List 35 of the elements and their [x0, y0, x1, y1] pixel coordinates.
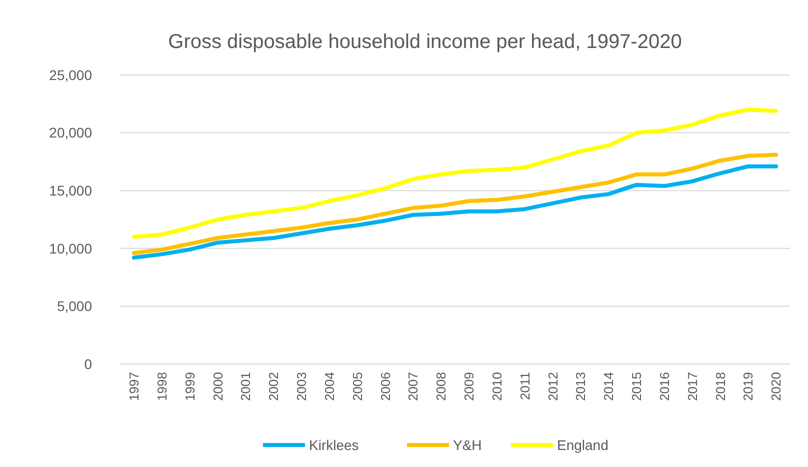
x-tick-label: 2000 [210, 372, 226, 401]
x-tick-label: 1998 [154, 372, 170, 401]
x-tick-label: 2001 [238, 372, 254, 401]
x-tick-label: 2010 [489, 372, 504, 401]
legend-label: Y&H [453, 436, 482, 453]
x-tick-label: 2019 [740, 372, 756, 401]
line-series [132, 108, 778, 239]
y-tick-label: 25,000 [49, 66, 92, 83]
x-tick-label: 2016 [656, 372, 672, 401]
chart-title: Gross disposable household income per head, 1997-2020 [168, 31, 682, 53]
x-tick-label: 2007 [406, 372, 421, 401]
x-tick-label: 2003 [294, 372, 310, 401]
x-tick-label: 2008 [434, 372, 449, 401]
x-tick-label: 2013 [573, 372, 588, 401]
y-tick-label: 15,000 [49, 182, 92, 198]
x-tick-label: 2005 [350, 372, 365, 401]
x-tick-label: 2020 [768, 372, 784, 401]
x-tick-label: 2002 [266, 372, 282, 401]
legend-label: England [557, 436, 608, 453]
x-tick-label: 1999 [182, 372, 198, 401]
x-tick-label: 2006 [378, 372, 393, 401]
x-tick-label: 2015 [629, 372, 644, 401]
x-tick-label: 2017 [684, 372, 700, 401]
y-tick-label: 5,000 [56, 298, 92, 314]
y-tick-label: 0 [84, 356, 92, 372]
x-tick-label: 2014 [601, 372, 616, 401]
legend-label: Kirklees [309, 436, 359, 453]
x-tick-label: 2012 [545, 372, 560, 401]
x-tick-label: 2011 [517, 372, 532, 400]
x-tick-label: 2004 [322, 372, 337, 401]
y-tick-label: 20,000 [49, 124, 92, 141]
x-tick-label: 1997 [126, 372, 142, 401]
x-tick-label: 2018 [712, 372, 728, 401]
y-tick-label: 10,000 [49, 240, 92, 256]
x-tick-label: 2009 [462, 372, 477, 401]
